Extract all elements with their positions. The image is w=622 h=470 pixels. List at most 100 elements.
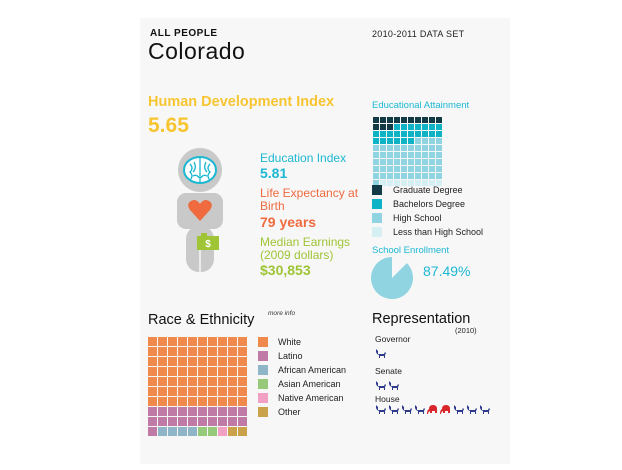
- attainment-square: [422, 117, 428, 123]
- legend-swatch: [258, 407, 268, 417]
- attainment-square: [401, 138, 407, 144]
- attainment-square: [422, 145, 428, 151]
- hdi-label: Human Development Index: [148, 94, 335, 110]
- attainment-square: [394, 180, 400, 186]
- race-square: [188, 357, 197, 366]
- race-square: [218, 357, 227, 366]
- median-earnings-value: $30,853: [260, 262, 311, 278]
- race-square: [228, 397, 237, 406]
- elephant-icon: [440, 405, 450, 414]
- attainment-square: [408, 131, 414, 137]
- race-square: [218, 417, 227, 426]
- attainment-square: [415, 131, 421, 137]
- attainment-square: [394, 166, 400, 172]
- race-square: [228, 367, 237, 376]
- race-square: [148, 397, 157, 406]
- race-square: [238, 337, 247, 346]
- attainment-square: [373, 166, 379, 172]
- attainment-square: [408, 124, 414, 130]
- race-square: [198, 407, 207, 416]
- attainment-square: [380, 152, 386, 158]
- race-square: [158, 377, 167, 386]
- attainment-square: [394, 131, 400, 137]
- attainment-square: [422, 166, 428, 172]
- legend-label: Other: [278, 407, 301, 417]
- donkey-icon: [415, 405, 425, 414]
- representation-year: (2010): [455, 326, 477, 335]
- race-square: [148, 377, 157, 386]
- attainment-square: [415, 159, 421, 165]
- donkey-icon: [376, 381, 386, 390]
- race-square: [188, 427, 197, 436]
- attainment-square: [401, 159, 407, 165]
- race-square: [178, 377, 187, 386]
- race-square: [168, 387, 177, 396]
- race-square: [158, 347, 167, 356]
- donkey-icon: [454, 405, 464, 414]
- legend-swatch: [372, 227, 382, 237]
- race-legend-item: Asian American: [258, 377, 346, 391]
- legend-swatch: [258, 365, 268, 375]
- school-enrollment-title: School Enrollment: [372, 245, 450, 256]
- attainment-square: [387, 180, 393, 186]
- attainment-square: [387, 166, 393, 172]
- attainment-square: [436, 145, 442, 151]
- legend-label: Less than High School: [393, 227, 484, 237]
- median-earnings-label: Median Earnings (2009 dollars): [260, 235, 351, 262]
- hdi-value: 5.65: [148, 114, 189, 137]
- race-square: [198, 367, 207, 376]
- race-square: [238, 387, 247, 396]
- attainment-legend-item: High School: [372, 211, 483, 225]
- attainment-square: [401, 180, 407, 186]
- race-square: [208, 377, 217, 386]
- race-square: [188, 337, 197, 346]
- race-square: [148, 427, 157, 436]
- attainment-square: [401, 152, 407, 158]
- race-square: [188, 397, 197, 406]
- race-square: [218, 387, 227, 396]
- attainment-square: [436, 138, 442, 144]
- race-square: [168, 417, 177, 426]
- race-square: [208, 417, 217, 426]
- attainment-square: [429, 166, 435, 172]
- donkey-icon: [389, 381, 399, 390]
- attainment-square: [408, 159, 414, 165]
- race-square: [208, 347, 217, 356]
- attainment-square: [387, 173, 393, 179]
- legend-swatch: [372, 199, 382, 209]
- attainment-square: [394, 173, 400, 179]
- race-square: [178, 427, 187, 436]
- attainment-square: [380, 138, 386, 144]
- race-square: [198, 347, 207, 356]
- race-square: [228, 347, 237, 356]
- attainment-square: [373, 173, 379, 179]
- attainment-square: [422, 159, 428, 165]
- attainment-square: [373, 152, 379, 158]
- race-square: [208, 387, 217, 396]
- attainment-square: [401, 131, 407, 137]
- donkey-icon: [402, 405, 412, 414]
- attainment-square: [429, 117, 435, 123]
- race-square: [228, 387, 237, 396]
- legend-swatch: [372, 185, 382, 195]
- heart-icon: [188, 200, 212, 221]
- race-square: [208, 357, 217, 366]
- race-square: [208, 397, 217, 406]
- race-square: [218, 377, 227, 386]
- race-square: [198, 417, 207, 426]
- brain-icon: [183, 156, 217, 184]
- page-title: Colorado: [148, 38, 246, 64]
- school-enrollment-pie: [371, 257, 413, 299]
- attainment-square: [380, 159, 386, 165]
- attainment-square: [415, 124, 421, 130]
- attainment-square: [436, 152, 442, 158]
- attainment-square: [408, 173, 414, 179]
- race-square: [208, 407, 217, 416]
- attainment-square: [436, 166, 442, 172]
- attainment-square: [422, 180, 428, 186]
- representation-row: [375, 348, 387, 358]
- more-info-link[interactable]: more info: [268, 310, 296, 317]
- race-square: [158, 407, 167, 416]
- attainment-square: [373, 124, 379, 130]
- educational-attainment-title: Educational Attainment: [372, 100, 470, 111]
